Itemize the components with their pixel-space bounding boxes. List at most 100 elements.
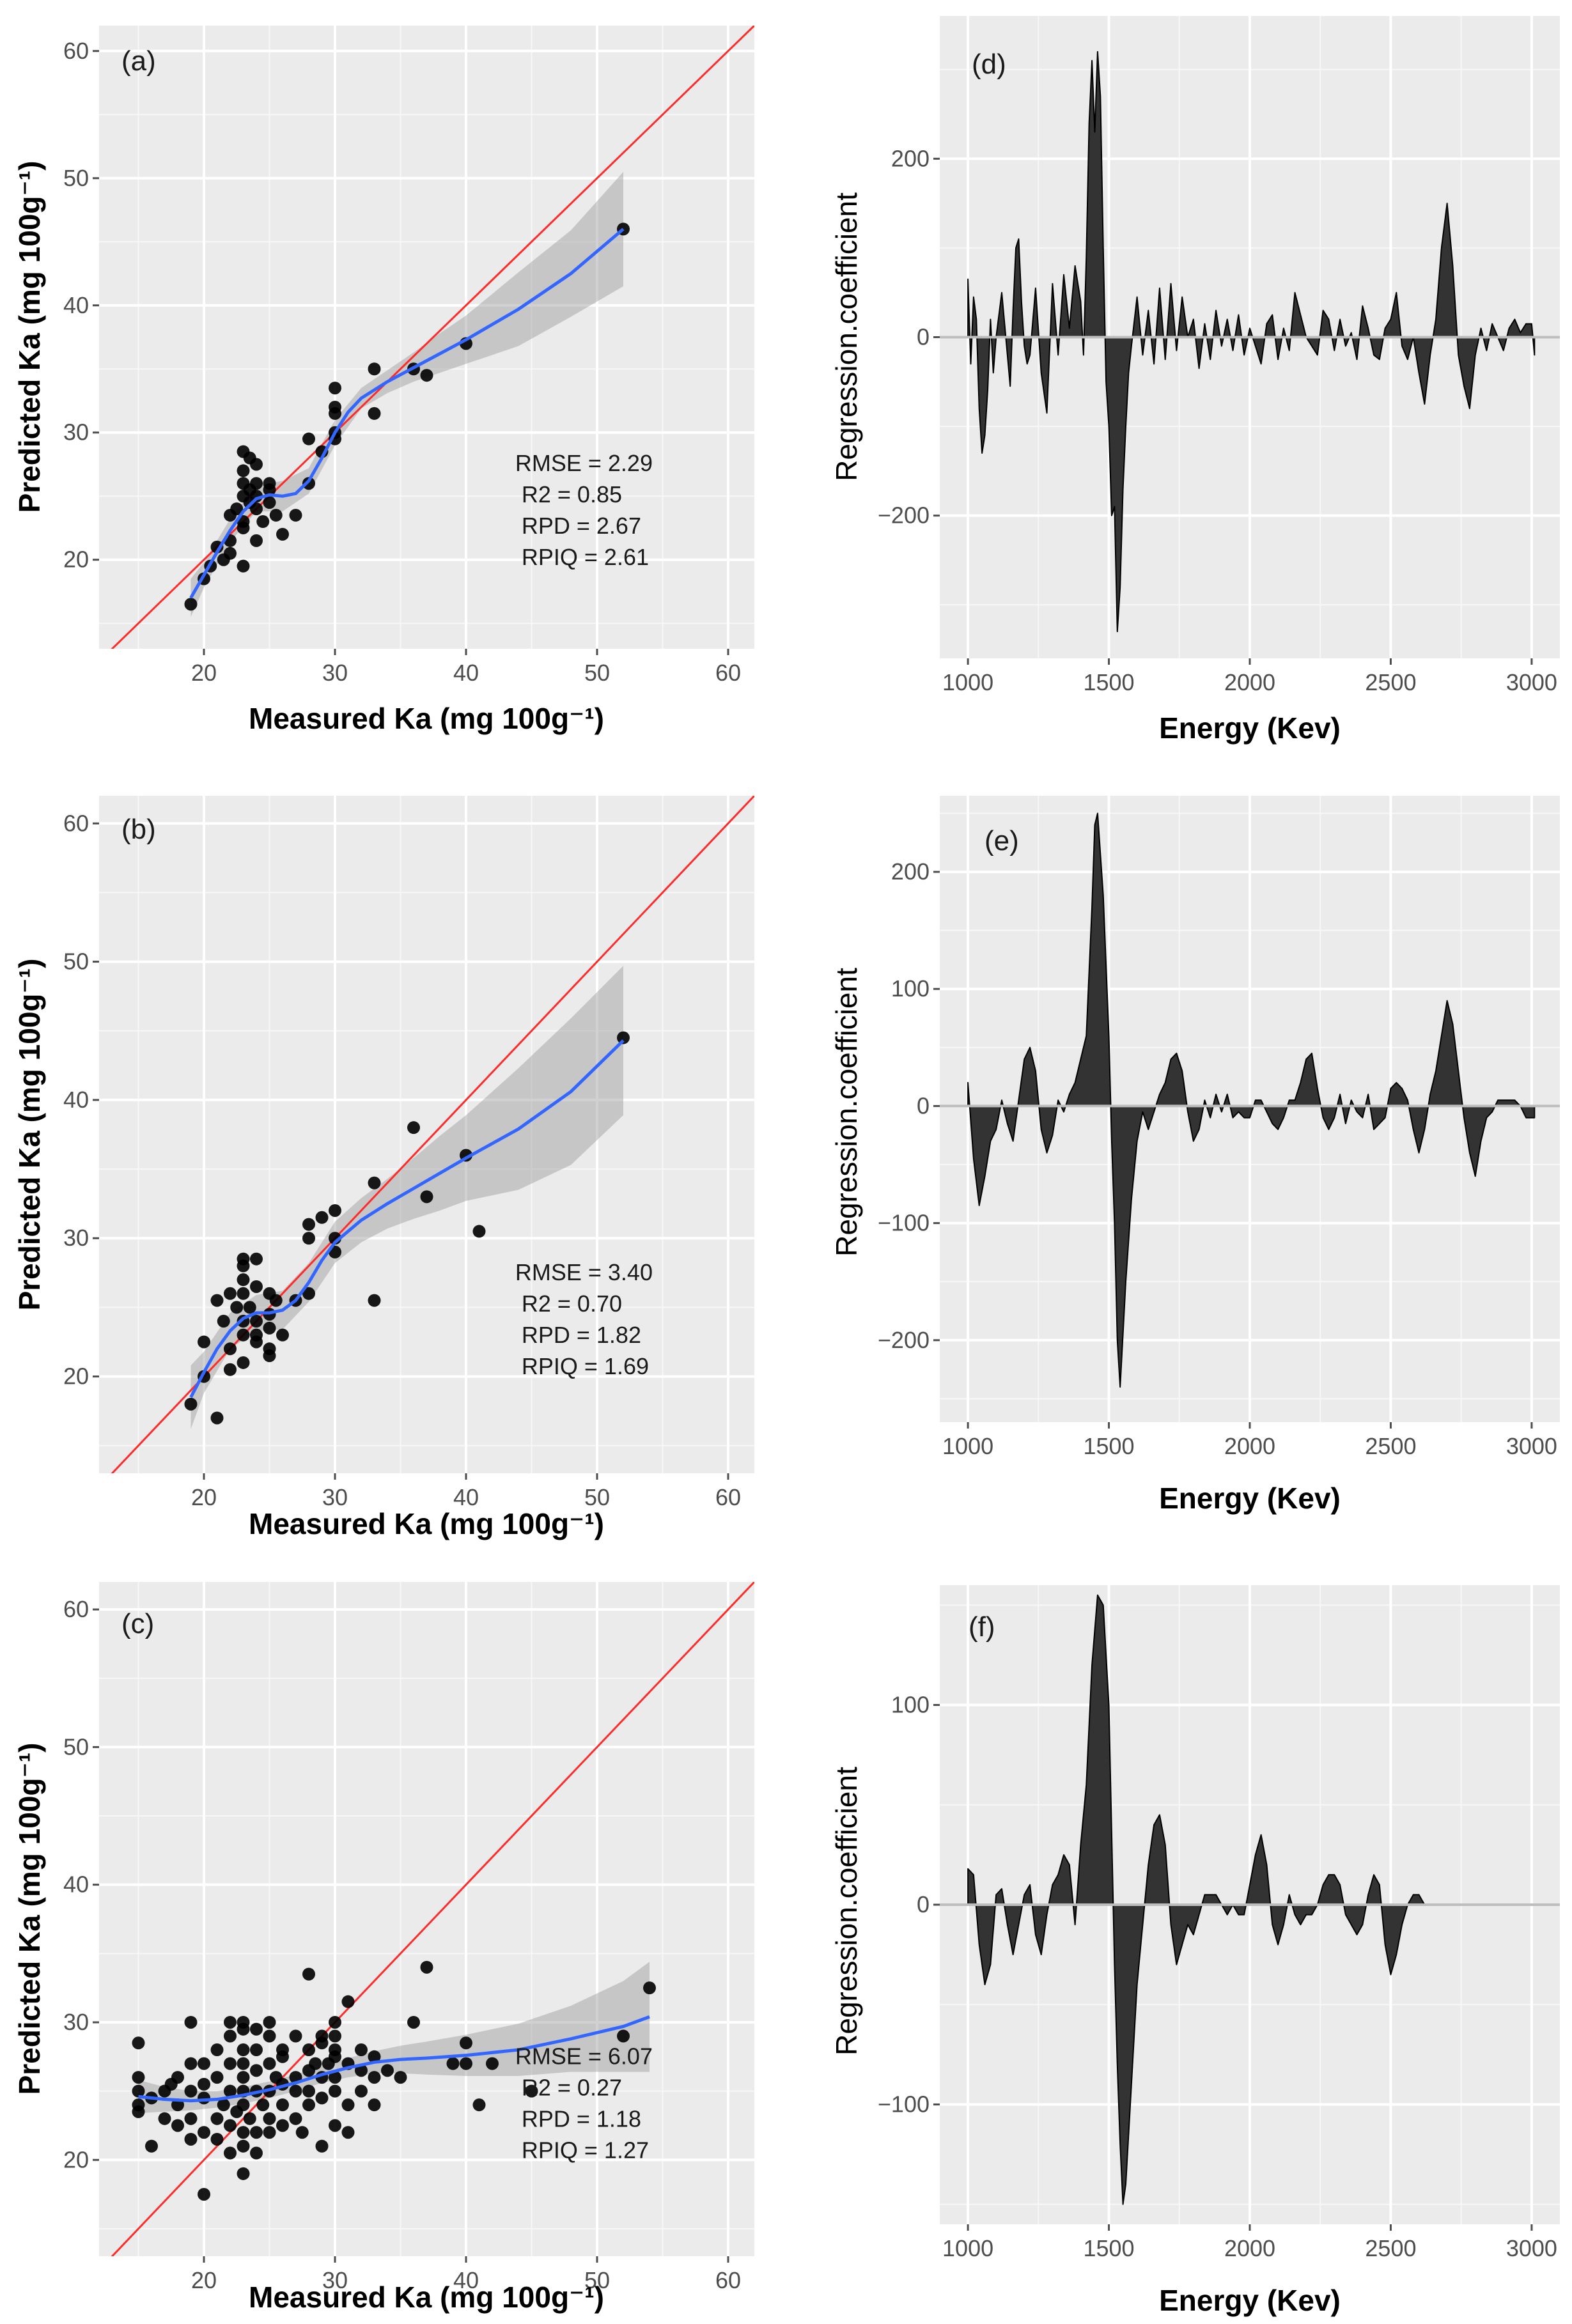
stat-line-c: RPD = 1.18 [522,2105,641,2132]
y-tick-label-f: −100 [878,2091,930,2118]
data-point-c [198,2057,210,2070]
clipped-layer-f [940,1594,1560,2205]
stat-line-a: R2 = 0.85 [522,481,622,507]
data-point-c [295,2126,309,2139]
data-point-c [329,2043,341,2057]
chart-panel-a: 20 30 40 50 60 20 30 40 50 60 RMSE = 2.29 R2 = 0.85… [13,26,754,735]
stat-line-b: RPD = 1.82 [522,1322,641,1348]
data-point-c [210,2132,224,2146]
data-point-c [237,2098,250,2112]
x-tick-label-d: 1000 [942,669,993,695]
x-tick-label-a: 40 [453,660,479,686]
data-point-c [368,2098,381,2112]
x-tick-label-b: 40 [453,1484,479,1510]
data-point-b [210,1411,224,1425]
y-axis-title-a: Predicted Ka (mg 100g⁻¹) [13,161,46,513]
data-point-c [355,2064,368,2077]
data-point-c [250,2043,263,2057]
data-point-c [341,2098,355,2112]
data-point-b [237,1356,250,1369]
clipped-layer-a [111,26,754,649]
data-point-a [250,458,263,471]
data-point-c [132,2084,145,2098]
data-point-c [198,2126,210,2139]
x-tick-label-a: 60 [715,660,741,686]
x-tick-label-e: 1500 [1083,1433,1134,1459]
x-tick-label-d: 2500 [1365,669,1416,695]
x-tick-label-c: 20 [191,2267,217,2293]
data-point-c [302,2098,315,2112]
data-point-c [263,2029,276,2043]
data-point-c [184,2132,198,2146]
plot-area-f: 1000 1500 2000 2500 3000 −100 0 100 [878,1585,1560,2261]
data-point-c [250,2064,263,2077]
data-point-c [486,2057,499,2070]
x-tick-label-e: 2000 [1224,1433,1275,1459]
data-point-c [302,2084,315,2098]
clipped-layer-d [940,50,1560,633]
data-point-c [276,2043,289,2057]
panel-label-f: (f) [969,1611,995,1643]
x-tick-label-c: 50 [584,2267,610,2293]
data-point-b [250,1280,263,1293]
y-tick-label-e: −100 [878,1210,930,1236]
y-tick-label-c: 60 [63,1596,89,1622]
data-point-b [250,1252,263,1266]
confidence-band-b [191,966,623,1429]
data-point-c [217,2098,230,2112]
plot-area-c: 20 30 40 50 60 20 30 40 50 60 RMSE = 6.07 R2 = 0.27… [63,1582,754,2293]
data-point-b [329,1204,341,1217]
data-point-c [198,2077,210,2091]
x-tick-label-a: 30 [322,660,348,686]
data-point-c [302,2043,315,2057]
data-point-c [276,2119,289,2132]
chart-panel-c: 20 30 40 50 60 20 30 40 50 60 RMSE = 6.07 R2 = 0.27… [13,1582,754,2314]
x-tick-label-e: 1000 [942,1433,993,1459]
x-tick-label-d: 3000 [1506,669,1557,695]
data-point-c [237,2057,250,2070]
data-point-a [420,369,433,382]
panel-label-b: (b) [121,814,156,845]
y-tick-label-f: 100 [891,1692,930,1718]
y-tick-label-c: 50 [63,1733,89,1760]
data-point-c [237,2015,250,2029]
data-point-b [243,1301,256,1314]
data-point-c [341,2126,355,2139]
data-point-b [315,1211,329,1224]
chart-panel-b: 20 30 40 50 60 20 30 40 50 60 RMSE = 3.40 R2 = 0.70… [13,796,754,1540]
data-point-c [243,2112,256,2125]
data-point-b [472,1225,486,1238]
data-point-c [263,2126,276,2139]
data-point-a [276,527,289,541]
data-point-c [158,2112,171,2125]
x-tick-label-f: 3000 [1506,2235,1557,2261]
y-tick-label-b: 50 [63,949,89,975]
y-tick-label-b: 60 [63,810,89,836]
stat-line-c: RPIQ = 1.27 [522,2137,649,2163]
data-point-b [263,1349,276,1363]
data-point-c [276,2098,289,2112]
x-axis-title-e: Energy (Kev) [1159,1482,1341,1515]
stat-line-b: R2 = 0.70 [522,1290,622,1317]
x-tick-label-a: 50 [584,660,610,686]
stat-line-a: RPD = 2.67 [522,513,641,539]
data-point-b [617,1031,630,1044]
data-point-c [472,2098,486,2112]
data-point-b [237,1328,250,1342]
data-point-c [329,2071,341,2084]
data-point-b [368,1294,381,1307]
y-tick-label-a: 50 [63,165,89,191]
chart-panel-f: 1000 1500 2000 2500 3000 −100 0 100 (f) Energy (… [830,1585,1560,2317]
data-point-c [237,2167,250,2180]
data-point-b [230,1301,244,1314]
data-point-c [368,2050,381,2063]
chart-panel-e: 1000 1500 2000 2500 3000 −200 −100 0 100 200 (e) E… [830,796,1560,1515]
data-point-b [250,1315,263,1328]
x-tick-label-d: 2000 [1224,669,1275,695]
data-point-a [224,546,237,560]
data-point-a [329,382,341,395]
data-point-c [315,2139,329,2153]
data-point-b [302,1218,315,1231]
y-tick-label-b: 20 [63,1363,89,1390]
